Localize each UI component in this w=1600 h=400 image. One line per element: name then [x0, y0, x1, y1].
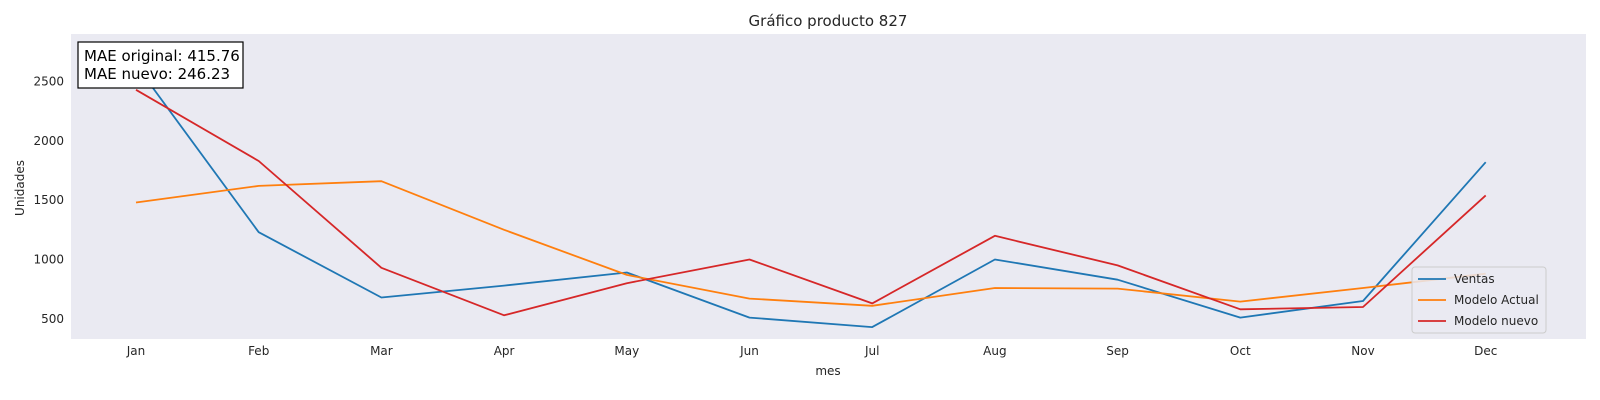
x-tick-label: Feb — [248, 344, 269, 358]
y-tick-label: 1500 — [33, 193, 64, 207]
x-tick-label: Sep — [1106, 344, 1129, 358]
x-tick-label: Jun — [739, 344, 759, 358]
x-tick-label: Apr — [494, 344, 515, 358]
y-tick-label: 1000 — [33, 252, 64, 266]
series-line-1 — [135, 180, 1486, 307]
x-tick-label: Jul — [864, 344, 879, 358]
x-tick-label: Oct — [1230, 344, 1251, 358]
legend-label: Ventas — [1454, 272, 1495, 286]
x-tick-labels: Jan Feb Mar Apr May Jun Jul Aug Sep Oct Nov Dec — [126, 344, 1498, 358]
x-tick-label: Dec — [1474, 344, 1497, 358]
legend-label: Modelo nuevo — [1454, 314, 1538, 328]
y-tick-label: 2000 — [33, 134, 64, 148]
chart-title: Gráfico producto 827 — [749, 12, 908, 30]
y-tick-label: 500 — [41, 312, 64, 326]
mae-annotation-box — [77, 41, 244, 89]
x-axis-label: mes — [815, 364, 840, 378]
x-tick-label: May — [614, 344, 639, 358]
series-line-0 — [135, 64, 1487, 329]
y-tick-labels: 500 1000 1500 2000 2500 — [33, 74, 64, 325]
legend: Ventas Modelo Actual Modelo nuevo — [1411, 266, 1547, 334]
mae-original-text: MAE original: 415.76 — [84, 47, 240, 65]
x-tick-label: Jan — [126, 344, 146, 358]
x-tick-label: Nov — [1351, 344, 1374, 358]
mae-annotation: MAE original: 415.76 MAE nuevo: 246.23 — [77, 41, 244, 89]
plot-background — [71, 34, 1586, 339]
legend-box — [1411, 266, 1547, 334]
series-lines — [135, 64, 1487, 329]
x-tick-label: Mar — [370, 344, 393, 358]
mae-nuevo-text: MAE nuevo: 246.23 — [84, 65, 230, 83]
y-axis-label: Unidades — [13, 160, 27, 216]
legend-label: Modelo Actual — [1454, 293, 1539, 307]
y-tick-label: 2500 — [33, 74, 64, 88]
series-line-2 — [135, 89, 1487, 317]
x-tick-label: Aug — [983, 344, 1006, 358]
